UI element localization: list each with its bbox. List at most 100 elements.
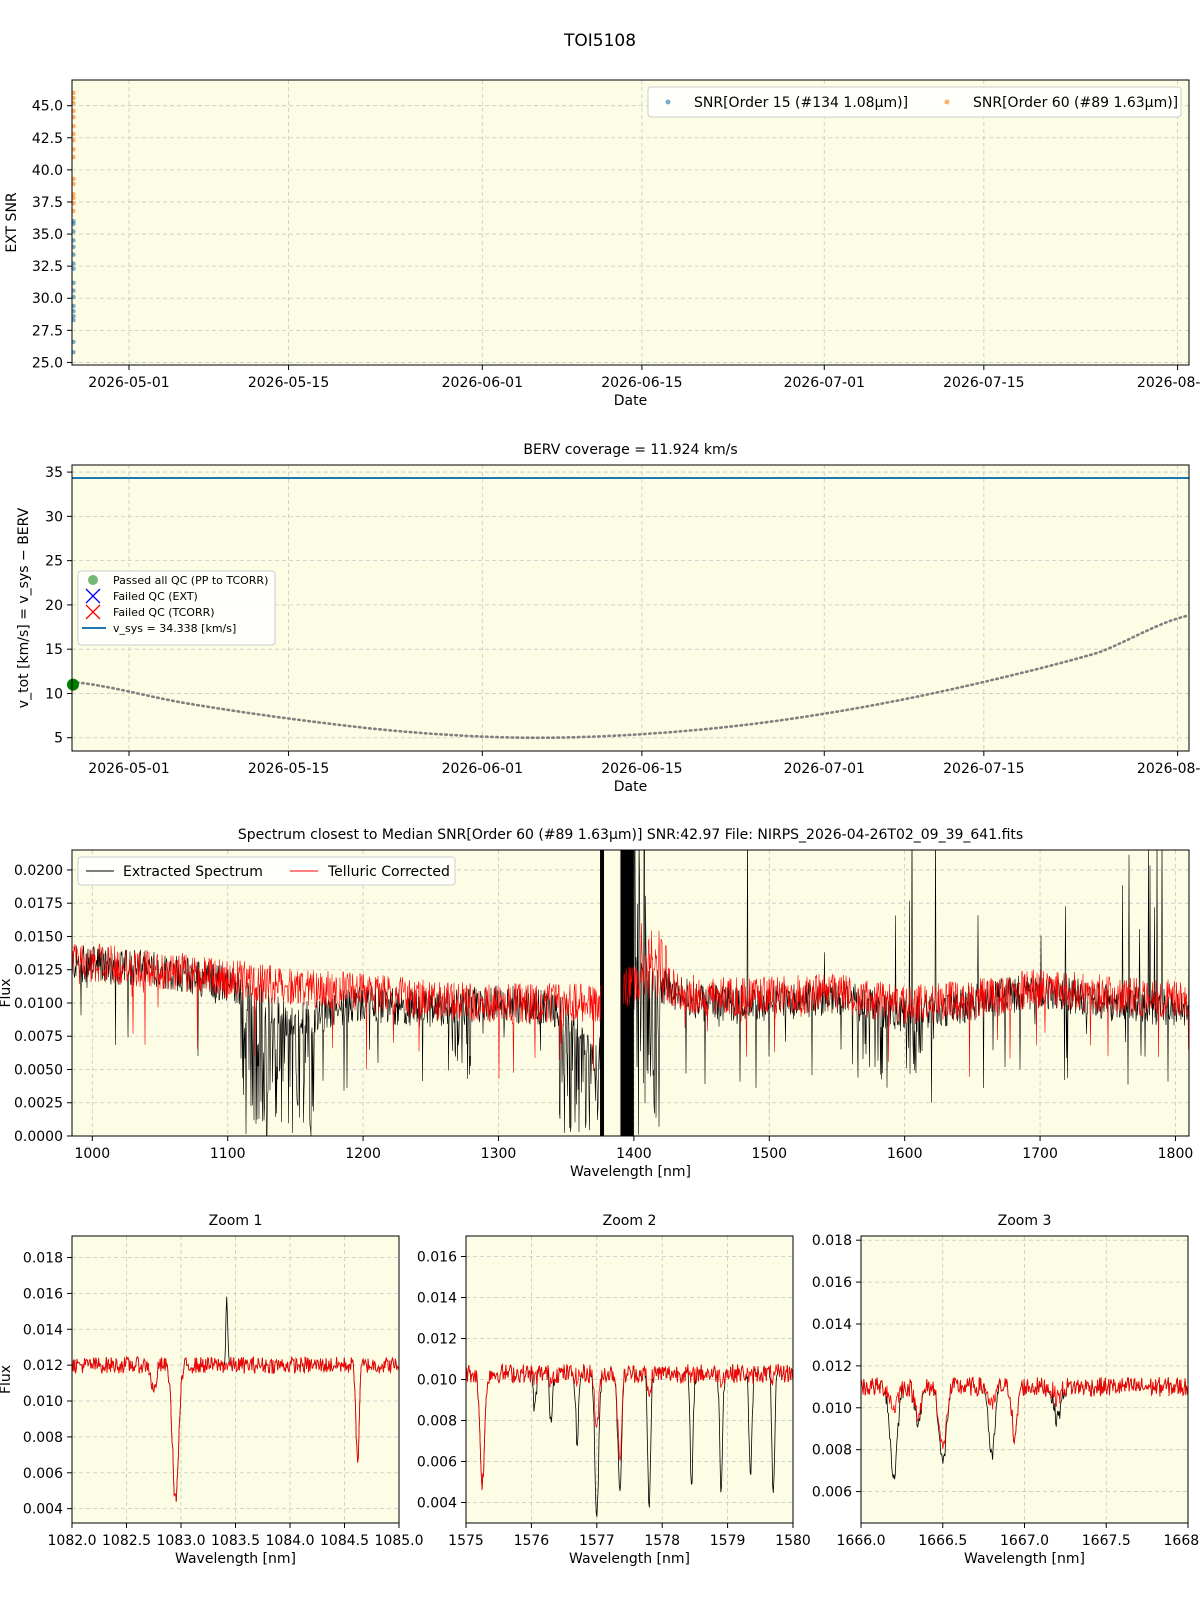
spectrum-y-tick-label: 0.0200 [14,863,63,879]
berv-y-tick-label: 10 [45,686,63,702]
snr-x-axis-label: Date [614,393,647,409]
zoom3-y-tick-label: 0.018 [812,1233,852,1249]
snr-y-tick-label: 30.0 [32,291,63,307]
berv-panel: 2026-05-01 2026-05-15 2026-06-01 2026-06-15… [16,442,1200,795]
snr-y-tick-label: 32.5 [32,259,63,275]
snr-frame [71,79,1190,366]
zoom2-x-tick-label: 1576 [514,1533,550,1549]
zoom1-x-tick-label: 1085.0 [375,1533,424,1549]
zoom3-x-tick-label: 1668.0 [1164,1533,1200,1549]
spectrum-x-tick-label: 1500 [751,1146,787,1162]
spectrum-y-tick-label: 0.0175 [14,896,63,912]
zoom2-x-tick-label: 1578 [644,1533,680,1549]
spectrum-legend-label-extracted: Extracted Spectrum [123,864,263,880]
zoom2-title: Zoom 2 [603,1213,657,1229]
figure-title: TOI5108 [563,31,636,51]
berv-legend-marker-failed-tcorr [85,604,101,620]
zoom3-y-tick-label: 0.016 [812,1275,852,1291]
zoom1-y-tick-label: 0.010 [23,1394,63,1410]
berv-legend-label-failed-tcorr: Failed QC (TCORR) [113,606,215,619]
spectrum-y-tick-label: 0.0000 [14,1129,63,1145]
spectrum-x-tick-label: 1600 [887,1146,923,1162]
zoom2-x-tick-label: 1575 [448,1533,484,1549]
spectrum-legend-label-telluric: Telluric Corrected [327,864,450,880]
zoom1-x-tick-label: 1082.5 [102,1533,151,1549]
zoom2-panel: 1575 1576 1577 1578 1579 1580 0.004 0.006 0.008 0… [417,1213,811,1567]
spectrum-frame [71,849,1190,1137]
snr-legend-marker-order60 [944,99,950,105]
snr-x-tick-label: 2026-05-15 [248,375,329,391]
zoom3-y-tick-label: 0.010 [812,1401,852,1417]
snr-panel: 2026-05-01 2026-05-15 2026-06-01 2026-06-15… [4,79,1200,409]
zoom3-x-axis-label: Wavelength [nm] [964,1551,1085,1567]
zoom1-telluric-line [72,1355,399,1502]
spectrum-title: Spectrum closest to Median SNR[Order 60 … [238,827,1023,843]
snr-y-tick-label: 42.5 [32,131,63,147]
zoom2-x-axis-label: Wavelength [nm] [569,1551,690,1567]
spectrum-panel: 1000 1100 1200 1300 1400 1500 1600 1700 1800 0.00… [0,827,1193,1180]
snr-y-tick-label: 37.5 [32,195,63,211]
snr-x-tick-label: 2026-08-01 [1137,375,1200,391]
berv-y-tick-label: 35 [45,465,63,481]
zoom2-y-tick-label: 0.008 [417,1414,457,1430]
snr-x-tick-label: 2026-06-01 [442,375,523,391]
spectrum-x-tick-label: 1100 [210,1146,246,1162]
snr-x-tick-label: 2026-05-01 [88,375,169,391]
spectrum-y-tick-label: 0.0150 [14,929,63,945]
snr-y-axis-label: EXT SNR [4,192,20,253]
spectrum-y-tick-label: 0.0125 [14,963,63,979]
zoom3-x-tick-label: 1666.0 [837,1533,886,1549]
zoom2-y-tick-label: 0.014 [417,1291,457,1307]
spectrum-y-tick-label: 0.0050 [14,1062,63,1078]
zoom1-x-tick-label: 1084.5 [320,1533,369,1549]
berv-legend-label-failed-ext: Failed QC (EXT) [113,590,198,603]
zoom2-y-tick-label: 0.010 [417,1373,457,1389]
snr-x-tick-label: 2026-06-15 [601,375,682,391]
berv-title: BERV coverage = 11.924 km/s [523,442,737,458]
snr-y-tick-label: 40.0 [32,163,63,179]
berv-x-tick-label: 2026-07-15 [943,761,1024,777]
zoom3-panel: 1666.0 1666.5 1667.0 1667.5 1668.0 0.006 0.008… [812,1213,1200,1567]
snr-y-tick-label: 25.0 [32,355,63,371]
berv-legend-label-passed: Passed all QC (PP to TCORR) [113,574,268,587]
zoom3-x-tick-label: 1666.5 [918,1533,967,1549]
spectrum-x-tick-label: 1000 [74,1146,110,1162]
snr-legend-label-order60: SNR[Order 60 (#89 1.63μm)] [973,95,1178,111]
zoom1-y-tick-label: 0.016 [23,1286,63,1302]
berv-y-axis-label: v_tot [km/s] = v_sys − BERV [16,507,32,708]
zoom3-y-tick-label: 0.012 [812,1359,852,1375]
zoom1-y-axis-label: Flux [0,1365,14,1394]
zoom3-telluric-line [861,1376,1188,1450]
spectrum-telluric-line [72,943,602,1079]
snr-legend-marker-order15 [665,99,671,105]
berv-legend-marker-passed [88,575,98,585]
berv-legend-marker-failed-ext [85,588,101,604]
zoom1-x-tick-label: 1083.0 [157,1533,206,1549]
berv-x-tick-label: 2026-06-01 [442,761,523,777]
zoom2-frame [465,1235,794,1524]
zoom3-y-tick-label: 0.006 [812,1485,852,1501]
berv-frame [71,464,1190,752]
zoom1-y-tick-label: 0.012 [23,1358,63,1374]
berv-x-tick-label: 2026-05-15 [248,761,329,777]
berv-y-tick-label: 30 [45,509,63,525]
zoom2-y-tick-label: 0.016 [417,1250,457,1266]
zoom3-title: Zoom 3 [998,1213,1052,1229]
zoom1-y-tick-label: 0.018 [23,1251,63,1267]
snr-plot-area [72,80,1189,365]
snr-legend [647,86,1182,118]
berv-y-tick-label: 15 [45,642,63,658]
snr-x-tick-label: 2026-07-15 [943,375,1024,391]
zoom1-x-tick-label: 1082.0 [48,1533,97,1549]
spectrum-x-tick-label: 1300 [481,1146,517,1162]
spectrum-x-tick-label: 1700 [1022,1146,1058,1162]
snr-legend-label-order15: SNR[Order 15 (#134 1.08μm)] [694,95,908,111]
zoom2-x-tick-label: 1580 [775,1533,811,1549]
snr-x-tick-label: 2026-07-01 [784,375,865,391]
zoom3-y-tick-label: 0.014 [812,1317,852,1333]
berv-x-tick-label: 2026-06-15 [601,761,682,777]
snr-y-tick-label: 45.0 [32,99,63,115]
zoom1-y-tick-label: 0.004 [23,1502,63,1518]
berv-x-tick-label: 2026-08-01 [1137,761,1200,777]
